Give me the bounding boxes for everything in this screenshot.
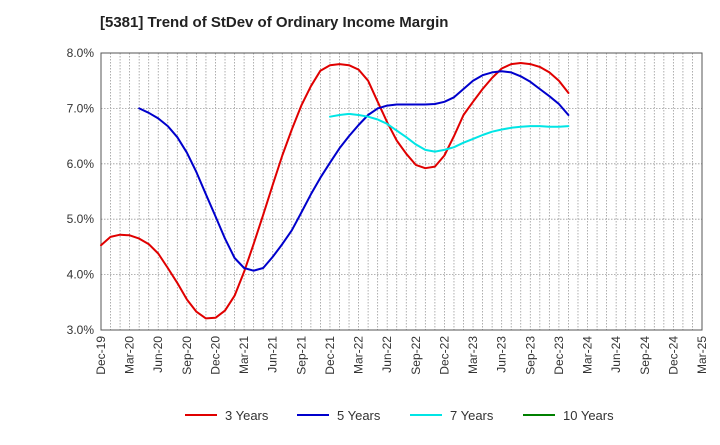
plot-area xyxy=(101,53,702,330)
series-line-5-years xyxy=(138,70,570,272)
y-tick-label: 3.0% xyxy=(67,323,95,337)
y-tick-label: 6.0% xyxy=(67,157,95,171)
series-line-3-years xyxy=(100,62,570,320)
x-tick-label: Sep-23 xyxy=(523,336,537,375)
x-tick-label: Jun-23 xyxy=(495,336,509,373)
plot-frame xyxy=(100,52,703,331)
y-tick-label: 8.0% xyxy=(67,46,95,60)
x-tick-label: Sep-22 xyxy=(409,336,423,375)
x-tick-label: Dec-24 xyxy=(666,336,680,375)
x-tick-label: Jun-20 xyxy=(151,336,165,373)
x-tick-label: Mar-25 xyxy=(695,336,709,374)
x-tick-label: Sep-21 xyxy=(294,336,308,375)
y-tick-label: 7.0% xyxy=(67,101,95,115)
x-tick-label: Mar-22 xyxy=(352,336,366,374)
x-tick-label: Mar-20 xyxy=(123,336,137,374)
legend-label: 10 Years xyxy=(563,408,614,423)
x-tick-label: Mar-21 xyxy=(237,336,251,374)
x-tick-label: Mar-23 xyxy=(466,336,480,374)
x-tick-label: Dec-19 xyxy=(94,336,108,375)
x-tick-label: Jun-22 xyxy=(380,336,394,373)
x-tick-label: Jun-24 xyxy=(609,336,623,373)
legend-label: 3 Years xyxy=(225,408,269,423)
x-tick-label: Dec-23 xyxy=(552,336,566,375)
x-tick-label: Dec-21 xyxy=(323,336,337,375)
x-tick-label: Dec-20 xyxy=(208,336,222,375)
axes xyxy=(100,52,703,331)
legend-label: 7 Years xyxy=(450,408,494,423)
x-tick-label: Jun-21 xyxy=(266,336,280,373)
series-lines xyxy=(100,62,570,320)
x-axis-tick-labels: Dec-19 Mar-20 Jun-20 Sep-20 Dec-20 Mar-21 Jun-… xyxy=(94,336,709,375)
plot-background xyxy=(101,53,702,330)
grid-lines xyxy=(101,53,702,330)
chart-title: [5381] Trend of StDev of Ordinary Income… xyxy=(100,14,449,31)
x-tick-label: Mar-24 xyxy=(581,336,595,374)
x-tick-label: Sep-20 xyxy=(180,336,194,375)
legend-label: 5 Years xyxy=(337,408,381,423)
legend: 3 Years 5 Years 7 Years 10 Years xyxy=(185,408,614,423)
y-tick-label: 5.0% xyxy=(67,212,95,226)
y-axis-tick-labels: 3.0% 4.0% 5.0% 6.0% 7.0% 8.0% xyxy=(67,46,95,337)
x-tick-label: Dec-22 xyxy=(437,336,451,375)
y-tick-label: 4.0% xyxy=(67,268,95,282)
x-tick-label: Sep-24 xyxy=(638,336,652,375)
series-line-7-years xyxy=(329,112,570,153)
